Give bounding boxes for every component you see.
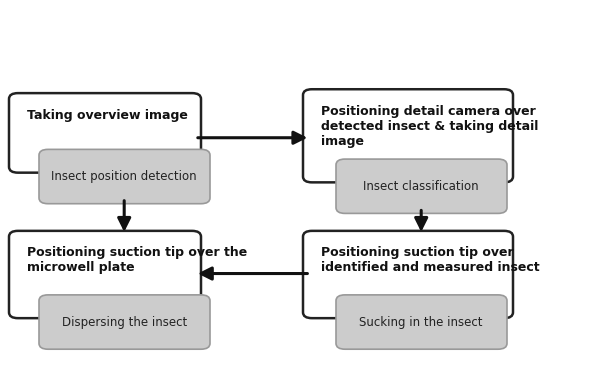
FancyBboxPatch shape — [39, 149, 210, 204]
FancyBboxPatch shape — [336, 159, 507, 213]
Text: Insect position detection: Insect position detection — [52, 170, 197, 183]
Text: Taking overview image: Taking overview image — [27, 109, 188, 122]
FancyBboxPatch shape — [9, 93, 201, 173]
FancyBboxPatch shape — [39, 295, 210, 349]
FancyBboxPatch shape — [303, 231, 513, 318]
Text: Insect classification: Insect classification — [364, 180, 479, 193]
FancyBboxPatch shape — [336, 295, 507, 349]
Text: Positioning suction tip over
identified and measured insect: Positioning suction tip over identified … — [321, 246, 539, 274]
Text: Positioning suction tip over the
microwell plate: Positioning suction tip over the microwe… — [27, 246, 247, 274]
Text: Positioning detail camera over
detected insect & taking detail
image: Positioning detail camera over detected … — [321, 105, 538, 148]
FancyBboxPatch shape — [303, 89, 513, 182]
FancyBboxPatch shape — [9, 231, 201, 318]
Text: Sucking in the insect: Sucking in the insect — [359, 315, 483, 329]
Text: Dispersing the insect: Dispersing the insect — [62, 315, 187, 329]
